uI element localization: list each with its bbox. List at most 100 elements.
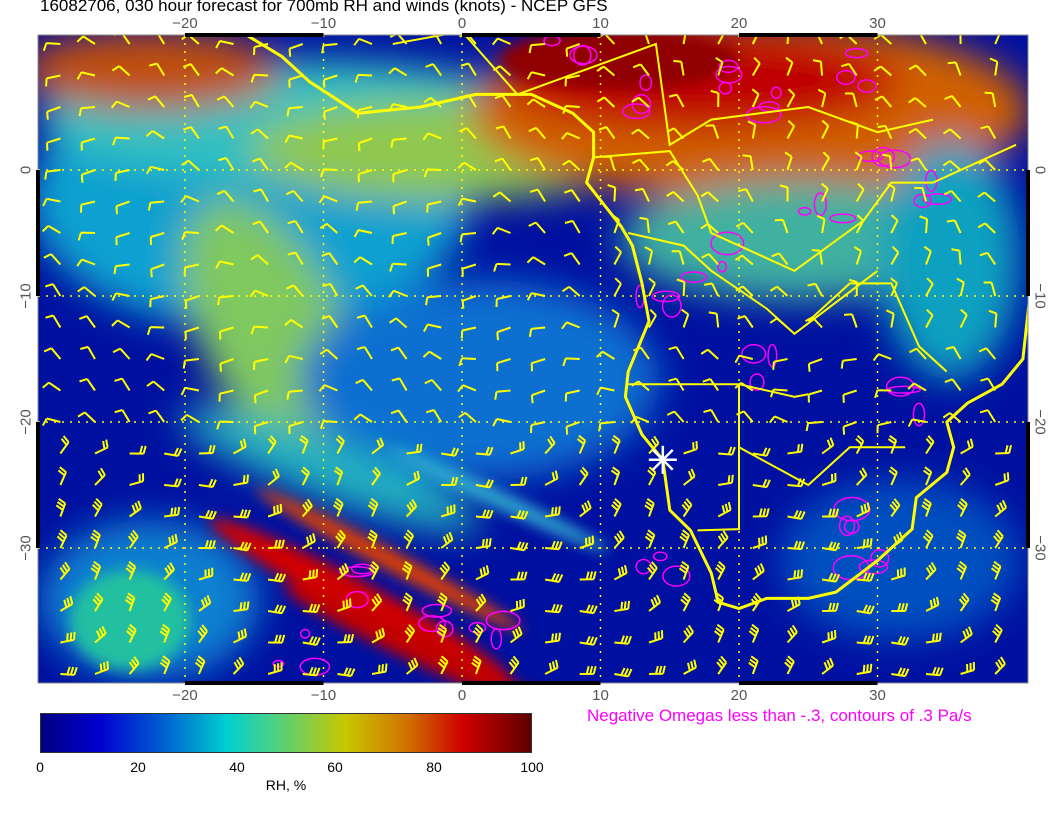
wind-barb <box>77 231 96 241</box>
wind-barb <box>112 136 130 146</box>
omega-contour <box>829 213 857 224</box>
omega-contour <box>844 47 869 59</box>
wind-barb <box>683 659 697 675</box>
wind-barb <box>302 569 319 581</box>
wind-barb <box>388 67 408 77</box>
wind-barb <box>333 466 344 486</box>
wind-barb <box>389 262 407 272</box>
wind-barb <box>613 277 622 297</box>
wind-barb <box>942 128 962 140</box>
wind-barb <box>319 222 339 234</box>
wind-barb <box>475 479 494 489</box>
wind-barb <box>817 88 827 108</box>
lat-tick-right: −20 <box>1031 409 1049 435</box>
wind-barb <box>821 119 830 139</box>
wind-barb <box>700 348 719 360</box>
wind-barb <box>391 377 408 392</box>
wind-barb <box>371 593 383 612</box>
wind-barb <box>510 509 529 520</box>
rh-wind-map <box>36 33 1030 685</box>
wind-barb <box>94 625 107 644</box>
country-border <box>697 384 740 532</box>
wind-barb <box>475 565 490 581</box>
wind-barb <box>149 295 165 308</box>
wind-barb <box>163 562 175 581</box>
wind-barb <box>820 182 829 202</box>
wind-barb <box>355 200 373 211</box>
wind-barb <box>401 560 413 580</box>
wind-barb <box>631 380 650 392</box>
location-marker <box>648 445 677 474</box>
wind-barb <box>855 434 865 454</box>
wind-barb <box>717 35 725 45</box>
wind-barb <box>872 353 892 362</box>
omega-contour <box>877 149 912 169</box>
wind-barb <box>112 347 131 360</box>
wind-barb <box>700 223 719 234</box>
wind-barb <box>821 657 835 675</box>
wind-barb <box>769 285 789 297</box>
tick-bar <box>462 33 601 37</box>
wind-barb <box>821 541 841 552</box>
wind-barb <box>947 61 962 76</box>
wind-barb <box>891 667 910 678</box>
wind-barb <box>874 95 893 108</box>
wind-barb <box>598 126 616 140</box>
wind-barb <box>855 182 865 202</box>
wind-barb <box>718 474 734 486</box>
wind-barb <box>510 476 528 486</box>
wind-barb <box>855 467 868 486</box>
wind-barb <box>250 73 269 83</box>
wind-barb <box>769 388 788 398</box>
wind-barb <box>440 531 454 549</box>
wind-barb <box>335 434 345 454</box>
lat-tick-left: −10 <box>17 283 35 309</box>
wind-barb <box>319 168 338 178</box>
wind-barb <box>925 435 935 455</box>
wind-barb <box>390 137 407 148</box>
wind-barb <box>715 57 724 76</box>
wind-barb <box>426 263 442 277</box>
wind-barb <box>887 183 896 202</box>
wind-barb <box>856 538 873 549</box>
lat-tick-left: −20 <box>17 409 35 435</box>
wind-barb <box>977 222 996 234</box>
wind-barb <box>80 200 96 213</box>
wind-barb <box>713 623 725 643</box>
wind-barb <box>614 635 632 645</box>
wind-barb <box>180 195 200 203</box>
wind-barb <box>496 358 511 372</box>
wind-barb <box>666 127 685 140</box>
wind-barb <box>565 421 581 435</box>
wind-barb <box>667 220 685 234</box>
wind-barb <box>611 308 620 328</box>
wind-barb <box>579 665 597 675</box>
wind-barb <box>250 325 269 335</box>
wind-barb <box>944 378 962 392</box>
wind-barb <box>321 252 339 266</box>
wind-barb <box>392 200 407 215</box>
lat-tick-right: −10 <box>1031 283 1049 309</box>
wind-barb <box>679 529 690 549</box>
colorbar-label: 60 <box>327 759 343 775</box>
wind-barb <box>579 500 592 518</box>
wind-barb <box>129 445 147 455</box>
wind-barb <box>611 214 621 234</box>
wind-barb <box>129 500 142 518</box>
omega-contour <box>350 563 374 575</box>
wind-barb <box>716 655 728 675</box>
wind-barb <box>318 384 338 392</box>
wind-barb <box>182 358 200 369</box>
wind-barb <box>737 315 754 329</box>
wind-barb <box>734 354 754 364</box>
wind-barb <box>45 283 62 297</box>
omega-contour <box>651 290 681 303</box>
lon-tick-top: −20 <box>172 15 198 32</box>
wind-barb <box>423 96 442 108</box>
wind-barb <box>425 295 442 306</box>
tick-bar <box>36 422 40 548</box>
wind-barb <box>181 159 200 171</box>
wind-barb <box>772 358 788 370</box>
wind-barb <box>149 232 165 246</box>
omega-contour <box>718 59 739 74</box>
